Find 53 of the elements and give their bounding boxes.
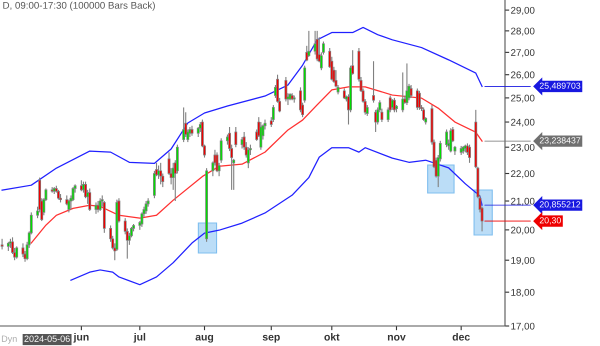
y-tick-label: 21,00 bbox=[511, 198, 535, 206]
text: Dyn bbox=[2, 336, 17, 344]
x-tick-label: okt bbox=[324, 332, 340, 341]
x-tick-label: jul bbox=[134, 332, 146, 343]
line-series bbox=[1, 26, 483, 191]
candlestick bbox=[422, 106, 426, 122]
y-tick-label: 27,00 bbox=[511, 49, 535, 58]
candlestick bbox=[240, 136, 244, 150]
candlestick bbox=[0, 238, 4, 250]
candlestick bbox=[190, 125, 194, 136]
candlestick bbox=[307, 30, 310, 58]
candlestick bbox=[144, 200, 148, 214]
y-tick-label: 24,00 bbox=[511, 118, 535, 127]
candlestick bbox=[96, 200, 100, 213]
y-tick-label: 18,00 bbox=[511, 288, 535, 297]
candlestick bbox=[182, 106, 186, 143]
x-tick-label: jun bbox=[73, 332, 89, 343]
y-tick-label: 23,00 bbox=[511, 144, 535, 152]
candlestick bbox=[445, 128, 448, 148]
annotation: 20,30 bbox=[540, 217, 561, 224]
y-tick-label: 17,00 bbox=[511, 322, 535, 331]
chart-title: D, 09:00-17:30 (100000 Bars Back) bbox=[3, 2, 155, 11]
x-tick-label: dec bbox=[452, 332, 470, 341]
annotation: 20,855212 bbox=[540, 201, 580, 208]
y-tick-label: 22,00 bbox=[511, 170, 535, 178]
x-tick-label: nov bbox=[388, 334, 406, 341]
candlestick bbox=[15, 246, 18, 260]
y-tick-label: 19,00 bbox=[511, 256, 535, 265]
annotation: 23,238437 bbox=[540, 137, 580, 144]
candlestick bbox=[57, 189, 60, 200]
candlestick bbox=[372, 60, 375, 104]
y-tick-label: 26,00 bbox=[511, 71, 535, 80]
x-tick-label: aug bbox=[196, 334, 214, 343]
candlestick bbox=[284, 76, 288, 102]
y-tick-label: 20,00 bbox=[511, 226, 535, 235]
candlestick bbox=[393, 97, 396, 113]
candlestick bbox=[88, 188, 92, 212]
candlestick bbox=[468, 144, 471, 164]
candlestick bbox=[418, 90, 421, 110]
candlestick bbox=[22, 242, 24, 258]
y-tick-label: 29,00 bbox=[511, 6, 535, 15]
candlestick bbox=[410, 84, 412, 98]
annotation: 25,489703 bbox=[540, 82, 580, 90]
text: 2024-05-06 bbox=[24, 336, 70, 342]
candlestick bbox=[67, 199, 70, 213]
x-tick-label: sep bbox=[262, 334, 280, 343]
line-series bbox=[70, 147, 483, 286]
candlestick bbox=[272, 104, 275, 123]
candlestick bbox=[374, 109, 378, 133]
candlestick bbox=[292, 94, 296, 104]
y-tick-label: 25,00 bbox=[511, 94, 535, 103]
candlestick bbox=[234, 126, 238, 148]
y-tick-label: 28,00 bbox=[511, 28, 535, 36]
